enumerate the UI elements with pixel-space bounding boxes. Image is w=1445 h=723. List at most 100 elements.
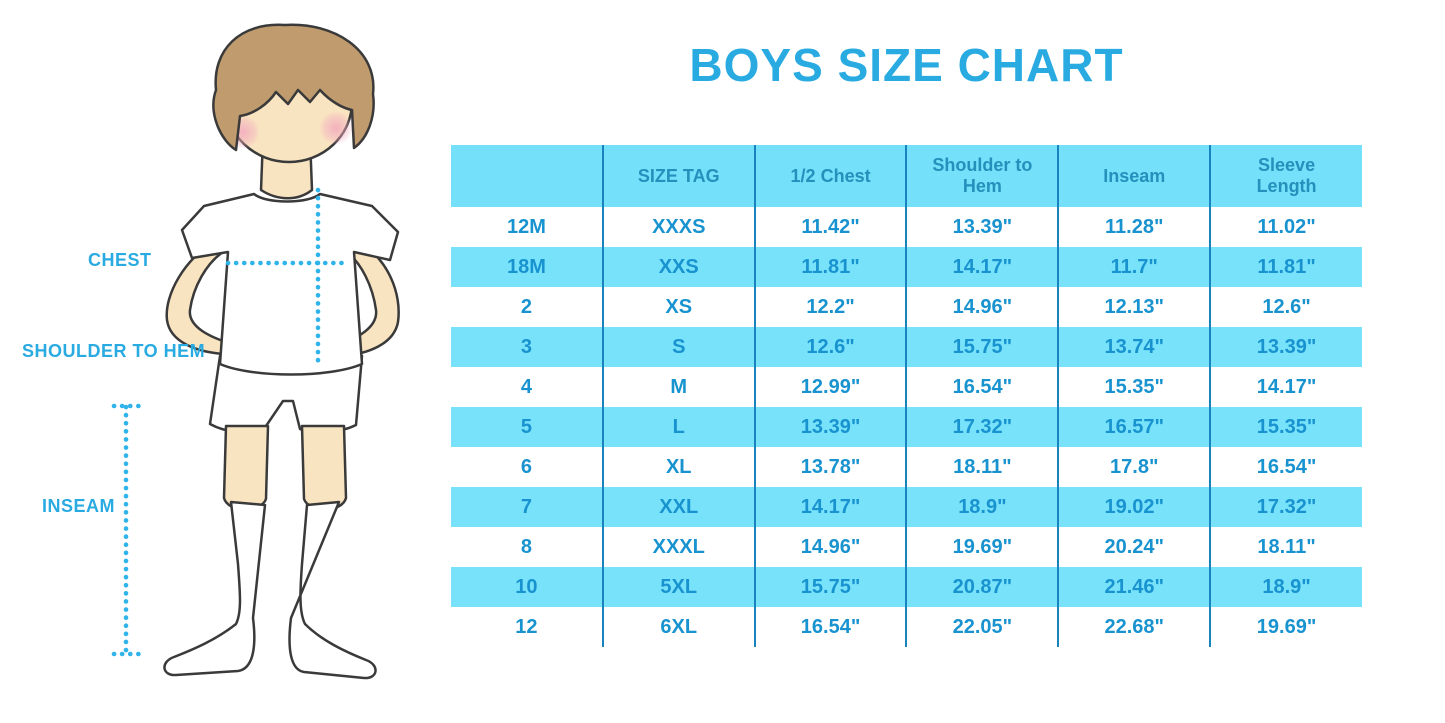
measurement-cell: 11.7": [1057, 247, 1211, 287]
row-size-cell: 5: [520, 415, 532, 438]
measurement-cell: XL: [601, 447, 755, 487]
measurement-cell: 11.02": [1209, 207, 1362, 247]
row-size-cell: 12M: [506, 215, 546, 238]
measurement-cell: 13.78": [753, 447, 907, 487]
measurement-cell: S: [601, 327, 755, 367]
measurement-cell: 16.54": [905, 367, 1059, 407]
measurement-cell: 17.32": [1209, 487, 1362, 527]
measurement-cell: XS: [601, 287, 755, 327]
measurement-cell: 21.46": [1057, 567, 1211, 607]
measurement-cell: 14.96": [753, 527, 907, 567]
measurement-cell: 16.57": [1057, 407, 1211, 447]
row-size-cell: 8: [520, 535, 532, 558]
measurement-cell: 19.69": [905, 527, 1059, 567]
row-size-cell: 2: [520, 295, 532, 318]
shoulder-to-hem-label: SHOULDER TO HEM: [22, 341, 206, 361]
row-size-cell: 4: [520, 375, 532, 398]
measurement-cell: 15.35": [1209, 407, 1362, 447]
measurement-cell: 19.69": [1209, 607, 1362, 647]
table-row: 4 M 12.99" 16.54" 15.35" 14.17": [451, 367, 1362, 407]
measurement-cell: 18.11": [905, 447, 1059, 487]
size-table-header: SIZE TAG 1/2 Chest Shoulder to Hem Inseam Sl…: [451, 145, 1362, 207]
measurement-cell: 19.02": [1057, 487, 1211, 527]
measurement-cell: 15.35": [1057, 367, 1211, 407]
boy-left-sock: [163, 500, 267, 677]
boy-right-sock: [288, 500, 377, 680]
measurement-cell: 12.99": [753, 367, 907, 407]
measurement-cell: 22.68": [1057, 607, 1211, 647]
boy-left-thigh: [222, 424, 270, 511]
measurement-cell: 18.9": [905, 487, 1059, 527]
measurement-cell: 18.9": [1209, 567, 1362, 607]
column-header: 1/2 Chest: [753, 145, 907, 207]
measurement-cell: M: [601, 367, 755, 407]
measurement-cell: 13.39": [753, 407, 907, 447]
table-row: 8 XXXL 14.96" 19.69" 20.24" 18.11": [451, 527, 1362, 567]
row-size-cell: 18M: [506, 255, 546, 278]
row-size-cell: 3: [520, 335, 532, 358]
boy-right-cheek: [319, 111, 353, 145]
measurement-cell: 15.75": [753, 567, 907, 607]
boy-shirt: [180, 192, 400, 376]
measurement-cell: 13.39": [905, 207, 1059, 247]
measurement-cell: L: [601, 407, 755, 447]
table-row: 3 S 12.6" 15.75" 13.74" 13.39": [451, 327, 1362, 367]
measurement-cell: 11.81": [1209, 247, 1362, 287]
column-header: [451, 145, 603, 207]
measurement-cell: 14.96": [905, 287, 1059, 327]
boy-hair: [212, 23, 375, 152]
table-row: 7 XXL 14.17" 18.9" 19.02" 17.32": [451, 487, 1362, 527]
boy-illustration-icon: [111, 23, 400, 680]
measurement-cell: 11.81": [753, 247, 907, 287]
measurement-cell: XXL: [601, 487, 755, 527]
table-row: 6 XL 13.78" 18.11" 17.8" 16.54": [451, 447, 1362, 487]
measurement-cell: 12.13": [1057, 287, 1211, 327]
measurement-cell: XXS: [601, 247, 755, 287]
chest-label: CHEST: [88, 250, 152, 270]
table-row: 2 XS 12.2" 14.96" 12.13" 12.6": [451, 287, 1362, 327]
measurement-cell: 6XL: [601, 607, 755, 647]
page-title: BOYS SIZE CHART: [689, 39, 1124, 91]
table-row: 12 6XL 16.54" 22.05" 22.68" 19.69": [451, 607, 1362, 647]
size-table: SIZE TAG 1/2 Chest Shoulder to Hem Inseam Sl…: [451, 145, 1362, 647]
measurement-cell: 20.87": [905, 567, 1059, 607]
measurement-cell: 22.05": [905, 607, 1059, 647]
measurement-cell: 17.8": [1057, 447, 1211, 487]
measurement-cell: 14.17": [753, 487, 907, 527]
measurement-cell: 17.32": [905, 407, 1059, 447]
measurement-cell: 11.42": [753, 207, 907, 247]
table-row: 10 5XL 15.75" 20.87" 21.46" 18.9": [451, 567, 1362, 607]
header-row: SIZE TAG 1/2 Chest Shoulder to Hem Inseam Sl…: [451, 145, 1362, 207]
table-row: 5 L 13.39" 17.32" 16.57" 15.35": [451, 407, 1362, 447]
measurement-cell: 13.74": [1057, 327, 1211, 367]
measurement-cell: 5XL: [601, 567, 755, 607]
measurement-cell: 12.6": [1209, 287, 1362, 327]
measurement-cell: 16.54": [753, 607, 907, 647]
row-size-cell: 10: [515, 575, 538, 598]
table-row: 12M XXXS 11.42" 13.39" 11.28" 11.02": [451, 207, 1362, 247]
measurement-cell: 16.54": [1209, 447, 1362, 487]
column-header: Shoulder to Hem: [905, 145, 1059, 207]
row-size-cell: 7: [520, 495, 532, 518]
size-table-body: 12M XXXS 11.42" 13.39" 11.28" 11.02" 18M XXS 11.…: [451, 207, 1362, 647]
measurement-cell: 12.2": [753, 287, 907, 327]
measurement-cell: 13.39": [1209, 327, 1362, 367]
measurement-figure: CHEST SHOULDER TO HEM INSEAM: [0, 0, 450, 723]
row-size-cell: 12: [515, 615, 538, 638]
measurement-cell: 15.75": [905, 327, 1059, 367]
boy-right-thigh: [300, 424, 348, 511]
measurement-cell: 20.24": [1057, 527, 1211, 567]
inseam-label: INSEAM: [42, 496, 116, 516]
column-header: SIZE TAG: [601, 145, 755, 207]
measurement-cell: 11.28": [1057, 207, 1211, 247]
column-header: Inseam: [1057, 145, 1211, 207]
table-row: 18M XXS 11.81" 14.17" 11.7" 11.81": [451, 247, 1362, 287]
measurement-cell: XXXL: [601, 527, 755, 567]
column-header: Sleeve Length: [1209, 145, 1362, 207]
measurement-cell: 14.17": [1209, 367, 1362, 407]
measurement-cell: 18.11": [1209, 527, 1362, 567]
measurement-cell: 14.17": [905, 247, 1059, 287]
row-size-cell: 6: [520, 455, 532, 478]
measurement-cell: 12.6": [753, 327, 907, 367]
